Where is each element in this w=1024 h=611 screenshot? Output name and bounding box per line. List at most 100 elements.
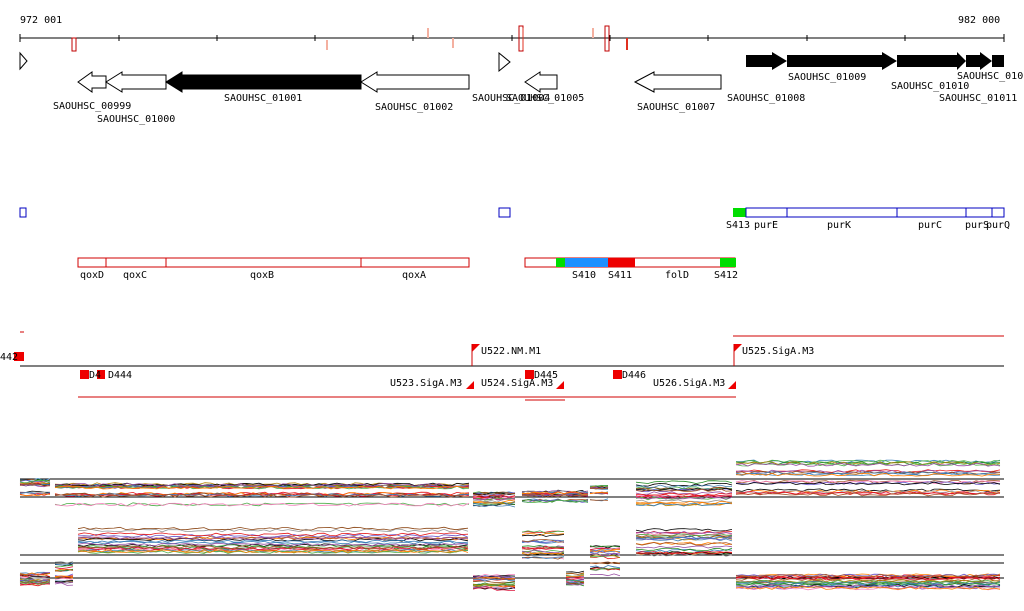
expression-profile-line bbox=[735, 471, 1001, 476]
expression-profile-line bbox=[19, 580, 51, 584]
region-d4[interactable] bbox=[80, 370, 89, 379]
genome-axis: 972 001 982 000 bbox=[19, 15, 1005, 52]
gene-arrow-01008[interactable] bbox=[746, 52, 787, 70]
expression-profile-line bbox=[19, 582, 51, 586]
expression-profile-line bbox=[635, 551, 733, 555]
gene-arrow-01007[interactable] bbox=[633, 71, 722, 93]
expression-profile-line bbox=[735, 580, 1001, 584]
gene-arrow-01000[interactable] bbox=[105, 71, 167, 93]
expression-profile-line bbox=[472, 587, 515, 591]
expression-profile-line bbox=[565, 574, 585, 578]
expression-profile-line bbox=[77, 539, 469, 544]
region-d444[interactable] bbox=[97, 370, 105, 379]
gene-label-01008: SAOUHSC_01008 bbox=[727, 93, 805, 104]
gene-arrow-00999[interactable] bbox=[77, 71, 107, 93]
expression-panel-top bbox=[19, 459, 1004, 508]
expression-profile-line bbox=[54, 577, 74, 581]
expression-profile-line bbox=[635, 533, 733, 537]
gene-label-01000: SAOUHSC_01000 bbox=[97, 114, 175, 125]
gene-label-01011-top: SAOUHSC_01011 bbox=[957, 71, 1024, 82]
expression-profile-line bbox=[54, 580, 74, 583]
transcription-track: 442 D4 D444 D445 D446 U522.NM.M1 U523.Si… bbox=[0, 331, 1004, 401]
expression-profile-line bbox=[472, 575, 516, 579]
expression-profile-line bbox=[472, 504, 516, 508]
operon-forward-track: S413 purE purK purC purS purQ bbox=[19, 207, 1010, 231]
expression-profile-line bbox=[521, 552, 565, 556]
gene-label-01005: SAOUHSC_01005 bbox=[506, 93, 584, 104]
segment-s413[interactable] bbox=[733, 208, 746, 217]
expression-profile-line bbox=[635, 499, 733, 503]
pur-operon-box[interactable] bbox=[745, 207, 1005, 218]
expression-profile-line bbox=[589, 555, 621, 560]
expression-profile-line bbox=[735, 584, 1001, 588]
expression-profile-line bbox=[635, 488, 733, 492]
expression-profile-line bbox=[472, 580, 516, 584]
expression-profile-line bbox=[589, 491, 609, 495]
gene-arrow-01010[interactable] bbox=[897, 52, 966, 70]
expression-profile-line bbox=[54, 562, 74, 566]
expression-profile-line bbox=[472, 492, 516, 496]
gene-marker-start[interactable] bbox=[19, 51, 28, 71]
expression-profile-line bbox=[635, 480, 733, 484]
gene-label-01004: SAOUHSC_01004 bbox=[472, 93, 550, 104]
segment-s411[interactable] bbox=[608, 258, 635, 267]
qox-operon-box[interactable] bbox=[77, 257, 470, 268]
expression-profile-line bbox=[735, 481, 1001, 486]
expression-profile-line bbox=[77, 532, 469, 537]
expression-profile-line bbox=[77, 536, 469, 541]
gene-arrow-01005[interactable] bbox=[524, 71, 558, 93]
gene-marker-mid[interactable] bbox=[498, 51, 511, 73]
label-purK: purK bbox=[827, 220, 851, 231]
expression-profile-line bbox=[54, 483, 470, 487]
expression-profile-line bbox=[735, 579, 1001, 583]
gene-arrow-01001[interactable] bbox=[165, 71, 362, 93]
gene-arrow-01009[interactable] bbox=[787, 52, 897, 70]
label-qoxD: qoxD bbox=[80, 270, 104, 281]
expression-profile-line bbox=[521, 533, 565, 537]
expression-profile-line bbox=[77, 542, 469, 547]
expression-profile-line bbox=[735, 575, 1001, 580]
label-s413: S413 bbox=[726, 220, 750, 231]
expression-profile-line bbox=[77, 528, 469, 533]
expression-profile-line bbox=[735, 492, 1001, 497]
label-qoxA: qoxA bbox=[402, 270, 426, 281]
gene-label-01002: SAOUHSC_01002 bbox=[375, 102, 453, 113]
label-region-d444: D444 bbox=[108, 370, 132, 381]
expression-profile-line bbox=[589, 485, 609, 488]
expression-profile-line bbox=[635, 503, 733, 507]
segment-s410-green[interactable] bbox=[556, 258, 565, 267]
expression-profile-line bbox=[635, 535, 733, 540]
expression-profile-line bbox=[735, 581, 1001, 586]
label-s412: S412 bbox=[714, 270, 738, 281]
expression-profile-line bbox=[735, 459, 1001, 464]
forward-feature-mid[interactable] bbox=[498, 207, 511, 218]
expression-profile-line bbox=[635, 482, 733, 487]
expression-profile-line bbox=[521, 530, 565, 534]
expression-profile-line bbox=[19, 572, 51, 576]
region-d446[interactable] bbox=[613, 370, 622, 379]
expression-profile-line bbox=[521, 533, 565, 536]
gene-arrow-01011b[interactable] bbox=[992, 55, 1004, 67]
region-d445[interactable] bbox=[525, 370, 534, 379]
expression-profile-line bbox=[19, 479, 51, 483]
expression-profile-line bbox=[635, 492, 733, 497]
label-u522: U522.NM.M1 bbox=[481, 346, 541, 357]
expression-profile-line bbox=[735, 586, 1001, 590]
expression-profile-line bbox=[589, 561, 621, 565]
expression-profile-line bbox=[565, 578, 585, 581]
gene-arrow-01002[interactable] bbox=[360, 71, 470, 93]
forward-feature-small[interactable] bbox=[19, 207, 27, 218]
expression-profile-line bbox=[635, 545, 733, 549]
segment-s412[interactable] bbox=[720, 258, 736, 267]
expression-profile-line bbox=[635, 541, 733, 546]
expression-profile-line bbox=[635, 531, 733, 536]
expression-profile-line bbox=[521, 549, 565, 554]
label-u525: U525.SigA.M3 bbox=[742, 346, 814, 357]
gene-label-01001: SAOUHSC_01001 bbox=[224, 93, 302, 104]
expression-profile-line bbox=[77, 546, 469, 551]
gene-arrow-01011a[interactable] bbox=[966, 52, 992, 70]
region-442[interactable] bbox=[14, 352, 24, 361]
gene-label-00999: SAOUHSC_00999 bbox=[53, 101, 131, 112]
expression-profile-line bbox=[54, 582, 74, 586]
segment-s410[interactable] bbox=[565, 258, 608, 267]
